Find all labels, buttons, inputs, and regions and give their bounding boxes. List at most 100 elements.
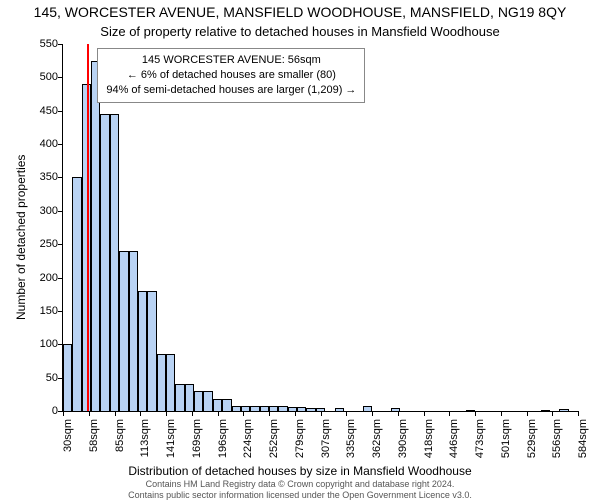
bar [250,406,259,411]
x-tick-label: 113sqm [139,419,151,467]
x-tick-label: 390sqm [397,419,409,467]
y-tick-label: 250 [18,238,58,250]
y-tick [58,244,63,245]
x-tick [218,411,219,416]
y-tick-label: 300 [18,205,58,217]
x-tick-label: 418sqm [423,419,435,467]
x-tick [424,411,425,416]
x-tick-label: 307sqm [320,419,332,467]
x-tick-label: 446sqm [448,419,460,467]
y-tick [58,144,63,145]
x-tick [527,411,528,416]
bar [297,407,306,411]
x-tick-label: 529sqm [526,419,538,467]
bar [269,406,278,411]
chart-subtitle: Size of property relative to detached ho… [0,24,600,39]
y-tick [58,177,63,178]
bar [203,391,212,411]
x-tick [89,411,90,416]
x-tick-label: 224sqm [242,419,254,467]
y-tick [58,111,63,112]
info-box-line: 145 WORCESTER AVENUE: 56sqm [106,53,356,68]
x-tick [243,411,244,416]
bar [185,384,194,411]
x-tick-label: 252sqm [268,419,280,467]
x-tick [578,411,579,416]
y-tick [58,211,63,212]
bar [363,406,372,411]
bar [147,291,156,411]
x-tick-label: 85sqm [114,419,126,467]
x-tick [192,411,193,416]
info-box-line: 94% of semi-detached houses are larger (… [106,83,356,98]
bar [166,354,175,411]
bar [541,410,550,411]
x-tick-label: 335sqm [345,419,357,467]
y-tick-label: 200 [18,272,58,284]
x-tick [115,411,116,416]
y-tick-label: 0 [18,405,58,417]
chart-container: 145, WORCESTER AVENUE, MANSFIELD WOODHOU… [0,0,600,500]
bar [335,408,344,411]
bar [316,408,325,411]
x-tick [475,411,476,416]
y-tick-label: 350 [18,171,58,183]
bar [63,344,72,411]
x-tick [449,411,450,416]
x-tick-label: 30sqm [62,419,74,467]
x-tick-label: 556sqm [551,419,563,467]
x-tick [295,411,296,416]
y-tick-label: 500 [18,71,58,83]
y-tick-label: 400 [18,138,58,150]
x-tick-label: 169sqm [191,419,203,467]
info-box: 145 WORCESTER AVENUE: 56sqm← 6% of detac… [97,48,365,103]
bar [213,399,222,411]
bar [241,406,250,411]
x-tick-label: 279sqm [294,419,306,467]
bar [559,409,568,411]
y-tick-label: 100 [18,338,58,350]
x-tick [501,411,502,416]
bar [222,399,231,411]
x-tick-label: 501sqm [500,419,512,467]
x-tick-label: 196sqm [217,419,229,467]
bar [194,391,203,411]
bar [157,354,166,411]
x-tick-label: 584sqm [577,419,589,467]
bar [175,384,184,411]
credit-line-1: Contains HM Land Registry data © Crown c… [0,479,600,489]
x-tick-label: 141sqm [165,419,177,467]
credit-line-2: Contains public sector information licen… [0,490,600,500]
bar [72,177,81,411]
x-tick [63,411,64,416]
x-tick [166,411,167,416]
y-tick [58,77,63,78]
x-tick [346,411,347,416]
chart-credit: Contains HM Land Registry data © Crown c… [0,479,600,500]
bar [91,61,100,411]
bar [138,291,147,411]
bar [232,406,241,411]
bar [100,114,109,411]
x-tick [398,411,399,416]
y-tick [58,278,63,279]
x-tick-label: 362sqm [371,419,383,467]
bar [306,408,315,411]
bar [260,406,269,411]
x-tick-label: 473sqm [474,419,486,467]
y-tick-label: 50 [18,372,58,384]
y-tick [58,311,63,312]
marker-line [87,44,89,411]
chart-title: 145, WORCESTER AVENUE, MANSFIELD WOODHOU… [0,4,600,20]
y-tick-label: 150 [18,305,58,317]
info-box-line: ← 6% of detached houses are smaller (80) [106,68,356,83]
x-tick-label: 58sqm [88,419,100,467]
x-tick [140,411,141,416]
bar [129,251,138,411]
x-tick [372,411,373,416]
bar [288,407,297,411]
x-tick [552,411,553,416]
chart-plot-area: 145 WORCESTER AVENUE: 56sqm← 6% of detac… [62,44,578,412]
bar [119,251,128,411]
x-tick [269,411,270,416]
